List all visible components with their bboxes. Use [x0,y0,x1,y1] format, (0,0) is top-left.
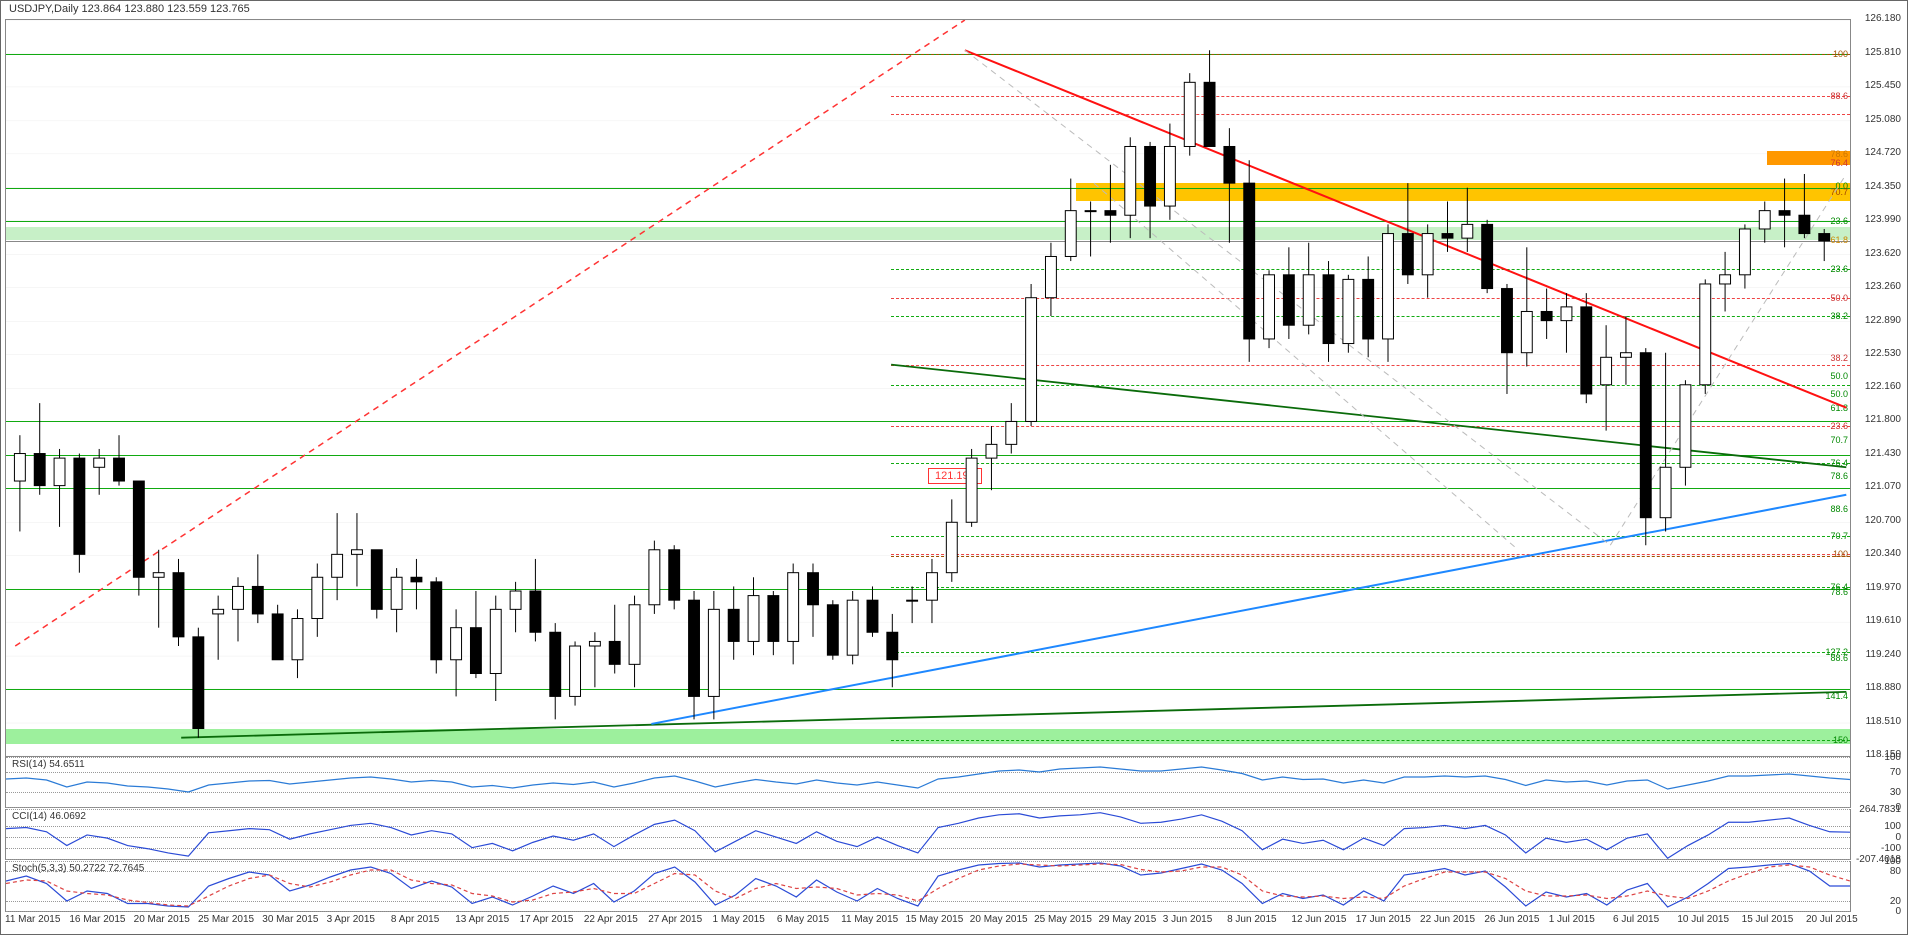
date-axis: 11 Mar 201516 Mar 201520 Mar 201525 Mar … [5,912,1851,930]
price-panel[interactable]: 10088.678.676.40.070.723.661.823.650.038… [5,19,1851,757]
stoch-label: Stoch(5,3,3) 50.2722 72.7645 [12,863,144,874]
stoch-y-axis: 02080100 [1853,861,1905,911]
cci-label: CCI(14) 46.0692 [12,811,86,822]
instrument-header: USDJPY,Daily 123.864 123.880 123.559 123… [9,3,250,15]
price-y-axis: 126.180125.810125.450125.080124.720124.3… [1853,19,1905,755]
cci-panel[interactable]: CCI(14) 46.0692 [5,809,1851,860]
stoch-panel[interactable]: Stoch(5,3,3) 50.2722 72.7645 [5,861,1851,912]
rsi-label: RSI(14) 54.6511 [12,759,85,770]
cci-y-axis: -207.4018-1000100264.7831 [1853,809,1905,859]
rsi-y-axis: 03070100 [1853,757,1905,807]
rsi-panel[interactable]: RSI(14) 54.6511 [5,757,1851,808]
chart-container: USDJPY,Daily 123.864 123.880 123.559 123… [0,0,1908,935]
